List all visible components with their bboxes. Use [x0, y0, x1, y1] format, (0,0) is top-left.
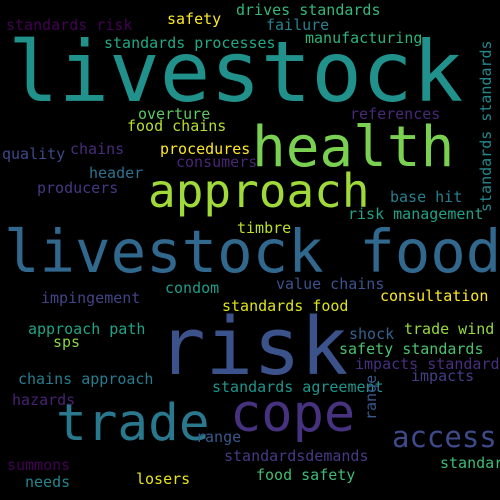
word-impacts-standards: impacts standards: [355, 355, 500, 373]
word-summons: range: [196, 428, 242, 446]
word-consumers: consumers: [176, 153, 258, 171]
word-standards-consumers: standardsdemands: [224, 447, 369, 465]
word-risk-management: risk management: [348, 205, 484, 223]
word-safety-standards: safety standards: [339, 340, 484, 358]
word-range: range: [362, 374, 380, 420]
word-procedures: procedures: [160, 140, 251, 158]
word-timbre: timbre: [237, 219, 292, 237]
word-condom: condom: [165, 279, 220, 297]
word-health: health: [252, 115, 455, 180]
word-standards-agreement: standards agreement: [212, 378, 384, 396]
word-references: references: [350, 105, 441, 123]
word-quality: quality: [2, 145, 66, 163]
word-hazards: hazards: [12, 391, 76, 409]
word-value-chains: value chains: [276, 275, 385, 293]
word-cope: cope: [230, 384, 356, 444]
word-consultation: consultation: [380, 287, 489, 305]
word-structure-livestock: food safety: [256, 466, 356, 484]
word-approach-path: approach path: [28, 320, 146, 338]
word-impacts: impacts: [411, 367, 475, 385]
word-header: header: [89, 164, 144, 182]
word-shock: shock: [349, 325, 395, 343]
word-trade-wind: trade wind: [404, 320, 495, 338]
word-failure: failure: [266, 16, 330, 34]
word-standards-risk: standards risk: [6, 16, 133, 34]
word-impingement: impingement: [41, 289, 141, 307]
word-standards-standards: standards standards: [477, 40, 495, 212]
word-risk: risk: [158, 301, 349, 393]
word-base-hit: base hit: [390, 188, 463, 206]
word-standards-food: standards food: [222, 297, 349, 315]
word-needs: standards consumers: [440, 454, 500, 472]
word-food-chains: food chains: [127, 117, 227, 135]
word-approach: approach: [148, 164, 370, 218]
word-standards-processes: standards processes: [104, 34, 276, 52]
word-trade: trade: [56, 394, 210, 453]
word-producers: producers: [37, 179, 119, 197]
word-safety: safety: [167, 10, 222, 28]
word-chains-approach: chains approach: [18, 370, 154, 388]
word-losers: needs: [25, 473, 71, 491]
word-overture: overture: [138, 105, 211, 123]
word-sps: sps: [53, 333, 81, 351]
word-standardsdemands: summons: [7, 456, 71, 474]
word-livestock: livestock: [8, 23, 464, 121]
word-chains: chains: [70, 140, 125, 158]
word-drives-standards: drives standards: [236, 1, 381, 19]
word-food-safety: losers: [136, 470, 191, 488]
word-livestock-food: livestock food: [4, 217, 500, 286]
word-access: access: [392, 420, 497, 454]
word-manufacturing: manufacturing: [305, 29, 423, 47]
